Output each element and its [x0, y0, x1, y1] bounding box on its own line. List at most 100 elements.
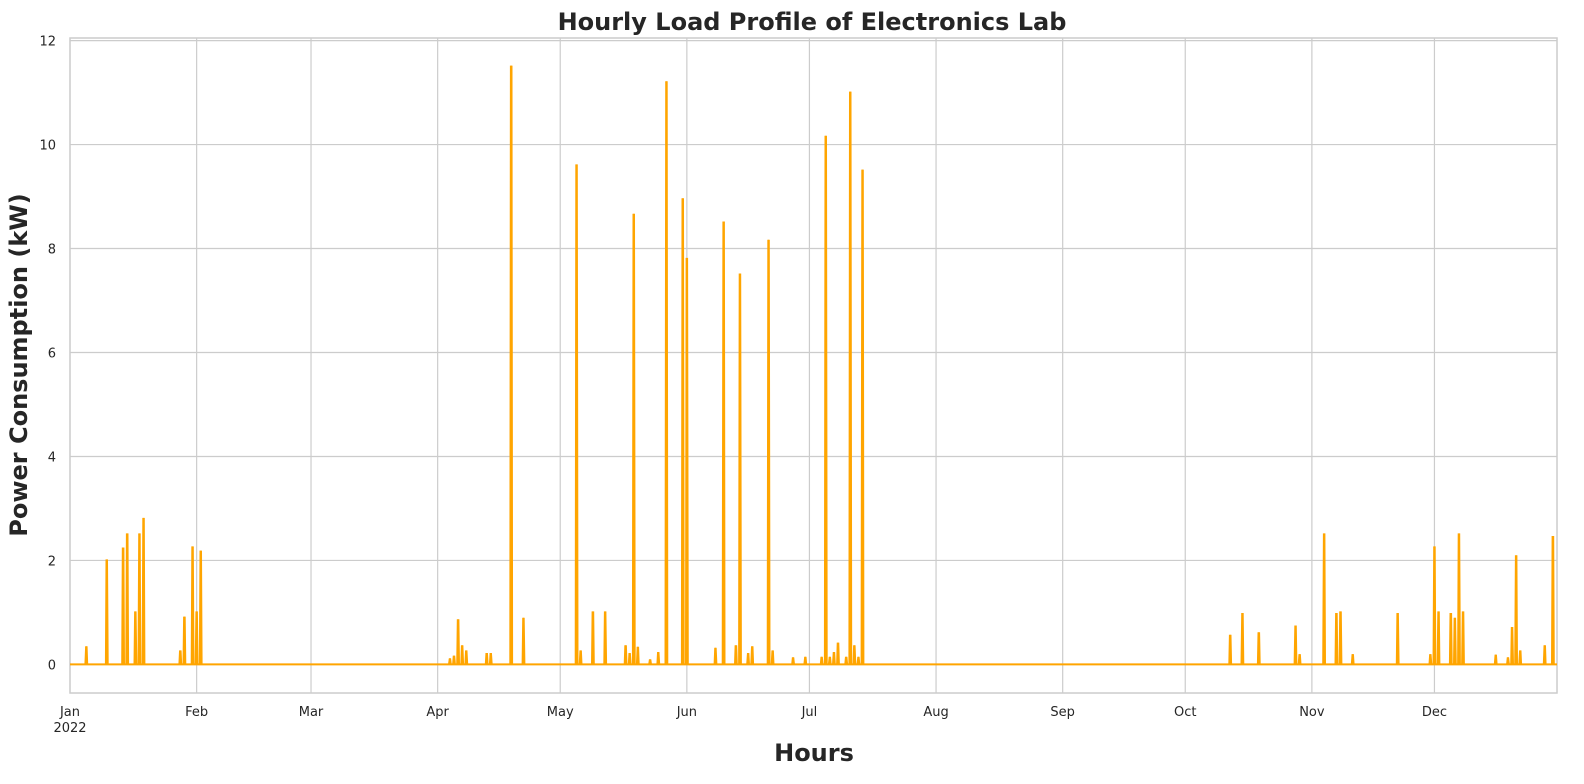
data-point — [853, 645, 856, 648]
data-point — [465, 650, 468, 653]
x-tick-label: Apr — [426, 705, 449, 720]
x-tick-label: Aug — [923, 705, 948, 720]
series-line — [70, 65, 1557, 666]
data-point — [142, 517, 145, 520]
x-tick-label: Nov — [1299, 705, 1325, 720]
y-tick-labels: 0 2 4 6 8 10 12 — [39, 35, 56, 674]
data-point — [105, 559, 108, 562]
data-point — [485, 653, 488, 655]
data-point — [820, 656, 823, 659]
y-tick-label: 4 — [48, 450, 56, 465]
data-point — [1298, 654, 1301, 657]
y-tick-label: 2 — [48, 554, 56, 569]
data-point — [1229, 634, 1232, 637]
data-point — [461, 645, 464, 648]
x-tick-label: Dec — [1422, 705, 1447, 720]
y-tick-label: 0 — [48, 658, 56, 673]
data-point — [1433, 546, 1436, 549]
y-axis-label: Power Consumption (kW) — [5, 193, 33, 536]
data-points — [85, 65, 1554, 662]
data-point — [195, 611, 198, 614]
data-point — [751, 646, 754, 649]
x-tick-label: Jan — [59, 705, 80, 720]
y-tick-label: 8 — [48, 243, 56, 258]
data-point — [1257, 632, 1260, 635]
data-point — [1335, 613, 1338, 615]
data-point — [489, 653, 492, 655]
x-tick-sublabel: 2022 — [53, 721, 86, 736]
x-tick-label: Mar — [299, 705, 324, 720]
data-point — [657, 652, 660, 654]
data-point — [1241, 613, 1244, 615]
data-point — [849, 91, 852, 94]
data-point — [857, 656, 860, 659]
data-point — [665, 81, 668, 84]
data-point — [448, 658, 451, 661]
y-tick-label: 12 — [39, 35, 56, 50]
chart-title: Hourly Load Profile of Electronics Lab — [558, 8, 1067, 36]
x-tick-label: Feb — [185, 705, 208, 720]
data-point — [771, 650, 774, 653]
data-point — [138, 533, 141, 536]
data-point — [183, 616, 186, 619]
data-point — [1507, 657, 1509, 660]
data-point — [1551, 536, 1554, 538]
data-point — [510, 65, 513, 68]
data-point — [191, 546, 194, 549]
data-point — [628, 653, 631, 655]
data-point — [1511, 627, 1514, 629]
data-point — [85, 646, 88, 649]
data-point — [1453, 617, 1456, 620]
data-point — [126, 533, 129, 536]
data-point — [134, 611, 137, 614]
data-point — [579, 650, 582, 653]
data-point — [1458, 533, 1460, 536]
data-point — [747, 653, 750, 655]
data-point — [522, 617, 525, 620]
data-point — [575, 164, 578, 167]
data-point — [681, 198, 684, 201]
data-point — [824, 135, 827, 138]
data-point — [767, 239, 770, 242]
data-point — [122, 547, 125, 550]
data-point — [199, 550, 202, 553]
data-point — [1543, 645, 1546, 648]
data-point — [624, 645, 627, 648]
data-point — [632, 213, 635, 216]
x-tick-label: Oct — [1174, 705, 1196, 720]
data-point — [714, 647, 717, 650]
data-point — [1437, 611, 1440, 614]
data-point — [1351, 654, 1354, 657]
data-point — [1515, 555, 1518, 558]
data-point — [845, 656, 848, 659]
x-tick-label: May — [547, 705, 574, 720]
data-point — [636, 646, 639, 649]
x-tick-label: Jul — [801, 705, 818, 720]
data-point — [179, 650, 182, 653]
data-point — [1396, 613, 1399, 615]
data-point — [649, 659, 652, 662]
data-point — [739, 273, 741, 276]
data-point — [1323, 533, 1326, 536]
data-point — [1339, 611, 1342, 614]
data-point — [685, 257, 688, 260]
data-point — [1429, 654, 1432, 657]
plot-frame — [69, 37, 1558, 694]
data-point — [804, 656, 807, 659]
data-point — [734, 645, 737, 648]
data-point — [722, 221, 725, 224]
data-point — [457, 619, 460, 622]
data-point — [837, 642, 839, 645]
grid-lines — [70, 38, 1557, 693]
data-point — [604, 611, 607, 614]
data-point — [832, 652, 835, 654]
data-point — [1449, 613, 1452, 615]
x-axis-label: Hours — [774, 739, 854, 767]
data-point — [453, 655, 455, 658]
x-tick-label: Jun — [676, 705, 697, 720]
y-tick-label: 10 — [39, 139, 56, 154]
data-point — [1494, 654, 1497, 657]
y-tick-label: 6 — [48, 347, 56, 362]
